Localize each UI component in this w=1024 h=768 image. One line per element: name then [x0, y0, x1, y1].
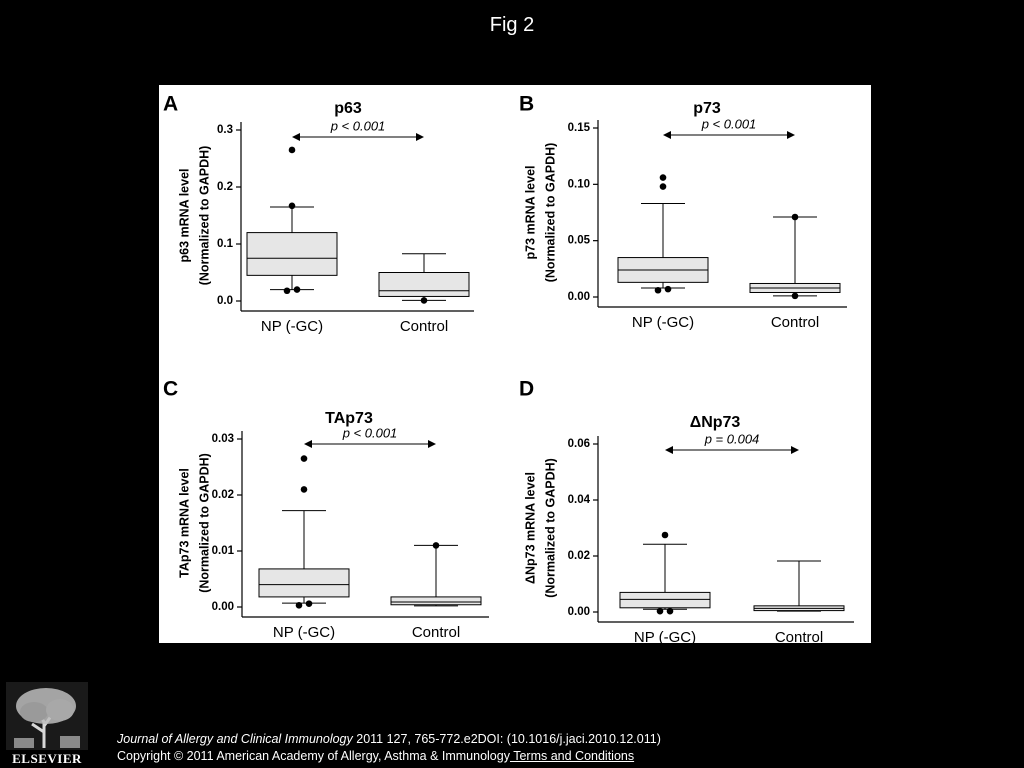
x-tick-label: Control	[775, 629, 823, 643]
y-tick-label: 0.1	[217, 238, 234, 250]
p-value-annotation: p = 0.004	[704, 431, 760, 446]
citation-details: 2011 127, 765-772.e2DOI: (10.1016/j.jaci…	[352, 732, 661, 746]
x-tick-label: NP (-GC)	[634, 629, 696, 643]
citation-line-1: Journal of Allergy and Clinical Immunolo…	[117, 731, 661, 748]
p-value-annotation: p < 0.001	[701, 116, 757, 131]
y-axis-label: (Normalized to GAPDH)	[543, 458, 557, 598]
outlier-point	[288, 202, 296, 210]
outlier-point	[300, 455, 308, 462]
outlier-point	[432, 542, 440, 549]
y-tick-label: 0.3	[217, 124, 233, 136]
outlier-point	[293, 286, 301, 293]
panel-letter: D	[519, 378, 534, 401]
x-tick-label: NP (-GC)	[261, 318, 323, 335]
panel-letter: C	[163, 378, 178, 401]
outlier-point	[791, 292, 799, 300]
box-iqr	[619, 591, 711, 609]
citation-line-2: Copyright © 2011 American Academy of All…	[117, 748, 661, 765]
y-tick-label: 0.01	[212, 545, 235, 557]
y-axis-label: (Normalized to GAPDH)	[197, 453, 211, 593]
box-iqr	[390, 596, 482, 606]
y-tick-label: 0.03	[212, 433, 234, 445]
terms-and-conditions-link[interactable]: Terms and Conditions	[509, 749, 635, 763]
outlier-point	[305, 600, 313, 607]
y-axis-label: (Normalized to GAPDH)	[197, 146, 211, 286]
panel-title: TAp73	[325, 410, 373, 427]
x-tick-label: NP (-GC)	[273, 624, 335, 641]
p-value-annotation: p < 0.001	[330, 118, 386, 133]
outlier-point	[656, 607, 664, 615]
outlier-point	[664, 285, 672, 293]
outlier-point	[791, 213, 799, 221]
y-tick-label: 0.10	[568, 178, 590, 190]
elsevier-logo: ELSEVIER	[6, 682, 88, 766]
arrowhead-right	[428, 440, 436, 448]
outlier-point	[420, 297, 428, 304]
y-tick-label: 0.04	[568, 494, 591, 506]
arrowhead-left	[663, 131, 671, 139]
y-tick-label: 0.00	[568, 291, 590, 303]
y-tick-label: 0.00	[568, 606, 590, 618]
y-axis-label: p73 mRNA level	[523, 165, 537, 259]
panel-letter: B	[519, 93, 534, 116]
y-axis-label: (Normalized to GAPDH)	[543, 143, 557, 283]
copyright-text: Copyright © 2011 American Academy of All…	[117, 749, 510, 763]
figure-title: Fig 2	[489, 14, 535, 36]
arrowhead-right	[787, 131, 795, 139]
x-tick-label: Control	[771, 314, 819, 331]
panel-title: p63	[334, 100, 362, 117]
box-iqr	[378, 272, 470, 297]
arrowhead-right	[791, 446, 799, 454]
journal-name: Journal of Allergy and Clinical Immunolo…	[117, 732, 353, 746]
x-tick-label: NP (-GC)	[632, 314, 694, 331]
outlier-point	[288, 146, 296, 154]
outlier-point	[654, 286, 662, 294]
panel-d: D ΔNp73 ΔNp73 mRNA level (Normalized to GAP…	[519, 378, 854, 643]
outlier-point	[661, 531, 669, 539]
outlier-point	[666, 607, 674, 615]
outlier-point	[659, 174, 667, 181]
y-tick-label: 0.0	[217, 295, 233, 307]
panel-c: C TAp73 TAp73 mRNA level (Normalized to GAP…	[163, 378, 489, 641]
y-tick-label: 0.02	[212, 489, 234, 501]
y-axis-label: ΔNp73 mRNA level	[523, 472, 537, 584]
y-tick-label: 0.2	[217, 181, 233, 193]
y-tick-label: 0.02	[568, 550, 590, 562]
y-axis-label: TAp73 mRNA level	[177, 468, 191, 578]
y-tick-label: 0.05	[568, 235, 591, 247]
box-iqr	[258, 568, 350, 598]
p-value-annotation: p < 0.001	[342, 425, 398, 440]
arrowhead-left	[665, 446, 673, 454]
panel-title: ΔNp73	[690, 414, 741, 431]
outlier-point	[659, 183, 667, 190]
y-tick-label: 0.15	[568, 122, 591, 134]
box-iqr	[246, 232, 338, 276]
arrowhead-right	[416, 133, 424, 141]
x-tick-label: Control	[412, 624, 460, 641]
y-tick-label: 0.06	[568, 438, 590, 450]
outlier-point	[300, 486, 308, 493]
x-tick-label: Control	[400, 318, 448, 335]
panel-letter: A	[163, 93, 178, 116]
outlier-point	[283, 287, 291, 295]
arrowhead-left	[304, 440, 312, 448]
arrowhead-left	[292, 133, 300, 141]
elsevier-logo-text: ELSEVIER	[12, 751, 82, 766]
panel-title: p73	[693, 100, 721, 117]
citation: Journal of Allergy and Clinical Immunolo…	[117, 731, 661, 765]
y-tick-label: 0.00	[212, 601, 234, 613]
outlier-point	[295, 602, 303, 609]
y-axis-label: p63 mRNA level	[177, 168, 191, 262]
